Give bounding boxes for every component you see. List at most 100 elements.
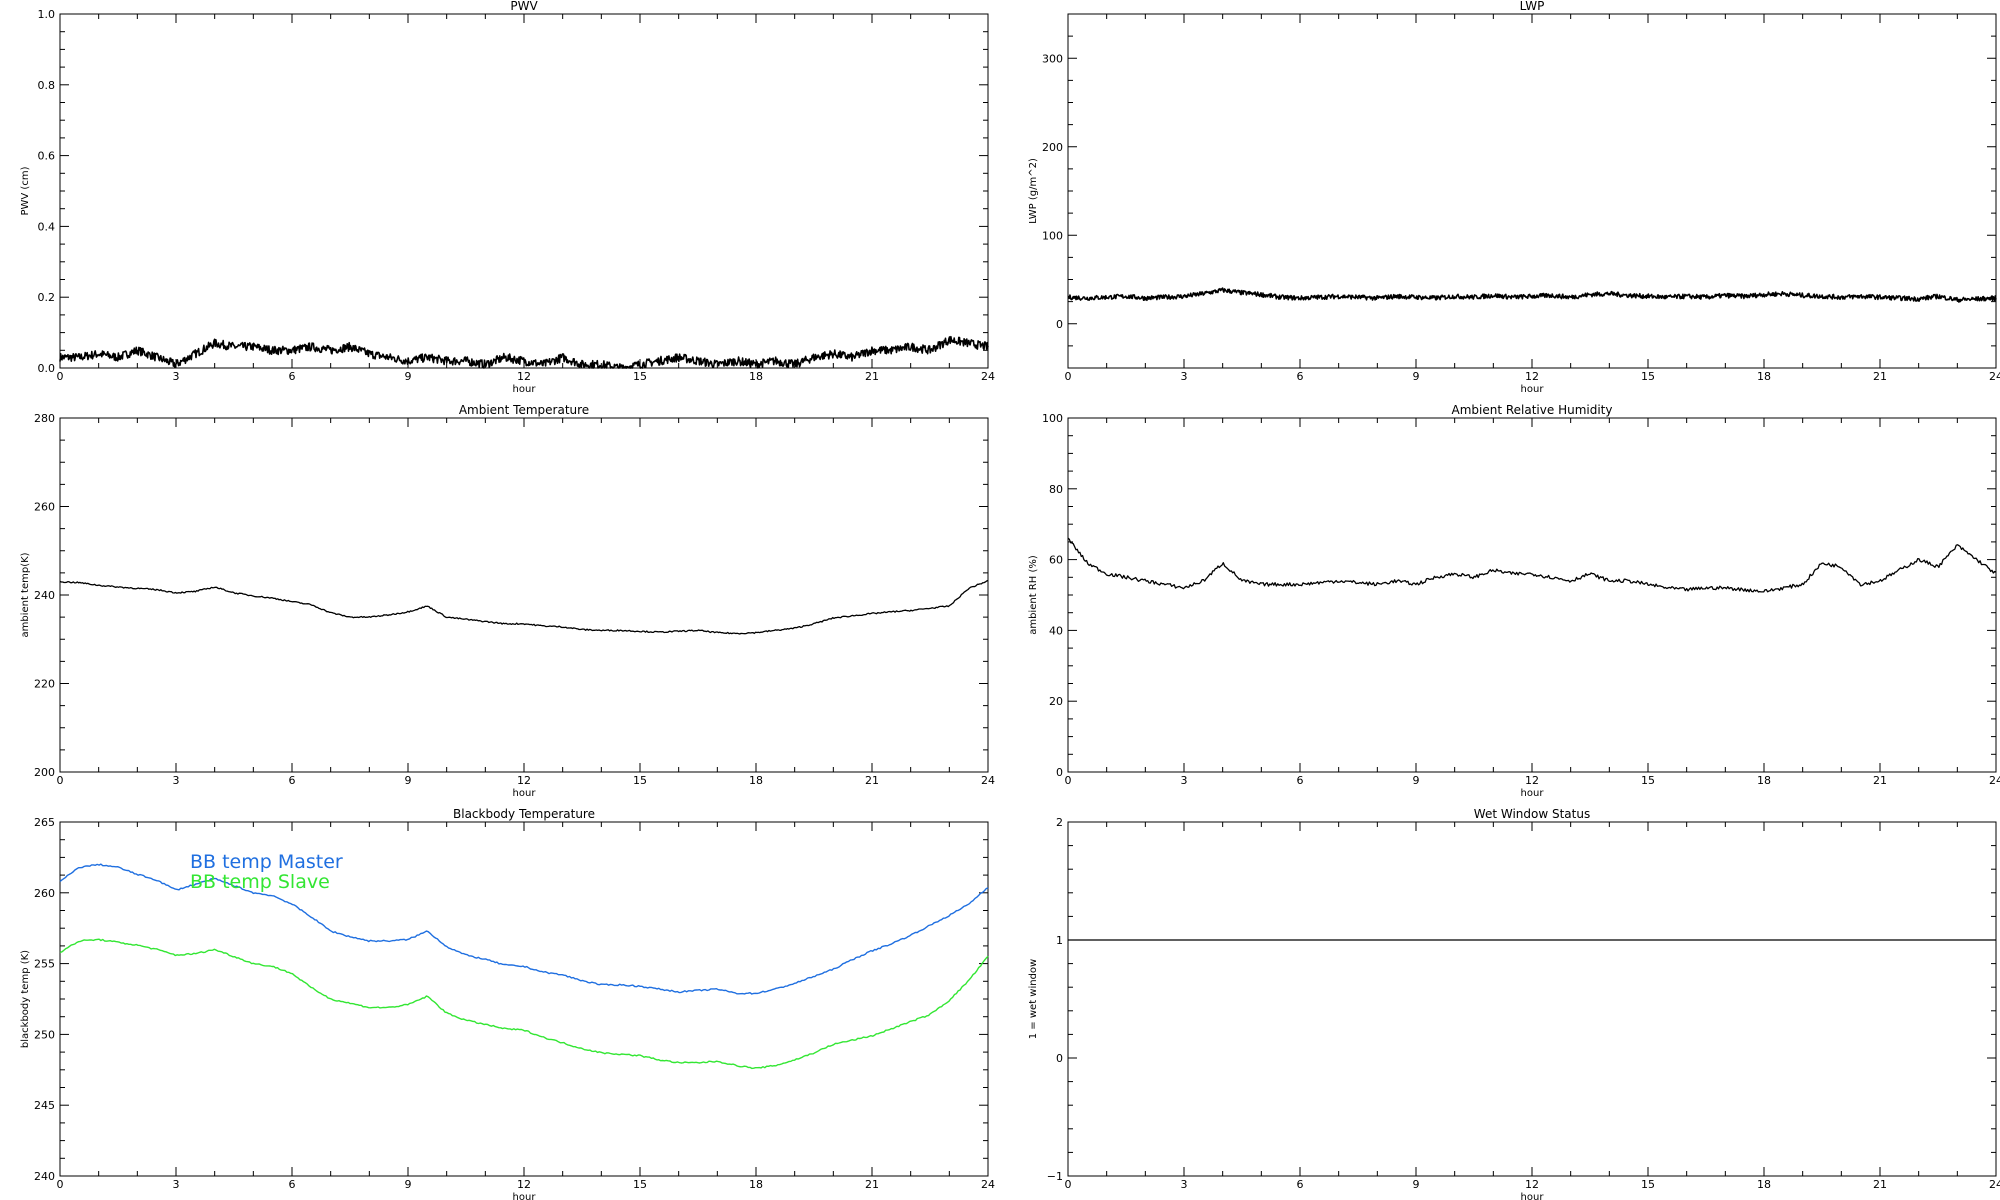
x-tick-label: 18 [749, 774, 763, 787]
x-tick-label: 0 [1065, 1178, 1072, 1191]
x-tick-label: 18 [1757, 370, 1771, 383]
chart-panel-lwp: LWP 0 3 6 9 12 15 18 21 24 0 100 200 300 hour LWP (g/m^… [1028, 0, 2000, 395]
y-tick-label: 260 [34, 887, 55, 900]
x-tick-label: 21 [865, 370, 879, 383]
x-tick-label: 3 [1181, 370, 1188, 383]
legend-entry-bb-temp-slave: BB temp Slave [190, 871, 330, 893]
x-tick-label: 24 [1989, 370, 2000, 383]
x-tick-label: 15 [1641, 370, 1655, 383]
y-tick-label: 100 [1042, 412, 1063, 425]
x-tick-label: 21 [1873, 370, 1887, 383]
chart-panel-ambient-temperature: Ambient Temperature 0 3 6 9 12 15 18 21 24 200 220 2… [20, 403, 995, 799]
chart-panel-pwv: PWV 0 3 6 9 12 15 18 21 24 0.0 0.2 0.4 0.6 0.8 1.0 hour P… [20, 0, 995, 395]
x-tick-label: 12 [517, 774, 531, 787]
y-tick-label: 0 [1056, 766, 1063, 779]
y-tick-label: 0.0 [38, 362, 56, 375]
x-tick-label: 24 [981, 370, 995, 383]
x-tick-label: 3 [173, 1178, 180, 1191]
plot-frame [59, 13, 989, 369]
y-tick-label: 0.8 [38, 79, 56, 92]
x-tick-label: 6 [1297, 1178, 1304, 1191]
y-tick-label: 60 [1049, 554, 1063, 567]
x-tick-label: 12 [517, 370, 531, 383]
x-tick-label: 21 [865, 774, 879, 787]
y-tick-label: 0.6 [38, 150, 56, 163]
y-tick-label: 0.4 [38, 220, 56, 233]
x-tick-label: 9 [405, 774, 412, 787]
x-tick-label: 3 [173, 370, 180, 383]
y-axis-label: ambient RH (%) [1028, 555, 1039, 635]
x-tick-label: 3 [1181, 774, 1188, 787]
y-tick-label: 20 [1049, 695, 1063, 708]
series-line [59, 335, 989, 369]
y-axis-label: PWV (cm) [20, 166, 31, 215]
plot-frame [1067, 821, 1997, 1177]
x-tick-label: 15 [1641, 1178, 1655, 1191]
x-tick-label: 12 [1525, 1178, 1539, 1191]
x-tick-label: 9 [1413, 1178, 1420, 1191]
x-tick-label: 24 [981, 1178, 995, 1191]
y-tick-label: 200 [34, 766, 55, 779]
chart-title: Wet Window Status [1474, 807, 1590, 821]
y-tick-label: 220 [34, 678, 55, 691]
y-tick-label: 100 [1042, 229, 1063, 242]
chart-panel-blackbody-temperature: Blackbody Temperature 0 3 6 9 12 15 18 21 24 240 24… [20, 807, 995, 1200]
x-tick-label: 24 [981, 774, 995, 787]
y-tick-label: 240 [34, 589, 55, 602]
y-tick-label: 80 [1049, 483, 1063, 496]
y-tick-label: 200 [1042, 141, 1063, 154]
x-tick-label: 9 [1413, 370, 1420, 383]
x-tick-label: 0 [1065, 774, 1072, 787]
series-line-bb-temp-slave [59, 938, 989, 1070]
series-line-bb-temp-master [59, 863, 989, 995]
y-tick-label: −1 [1047, 1170, 1063, 1183]
x-tick-label: 6 [289, 370, 296, 383]
chart-title: PWV [510, 0, 538, 13]
x-tick-label: 21 [1873, 1178, 1887, 1191]
y-tick-label: 255 [34, 958, 55, 971]
chart-title: Blackbody Temperature [453, 807, 595, 821]
x-tick-label: 9 [405, 370, 412, 383]
x-axis-label: hour [1521, 1192, 1545, 1200]
x-tick-label: 9 [405, 1178, 412, 1191]
series-line [1067, 287, 1997, 303]
x-tick-label: 6 [1297, 370, 1304, 383]
chart-title: Ambient Temperature [459, 403, 589, 417]
y-tick-label: 260 [34, 501, 55, 514]
x-tick-label: 12 [1525, 774, 1539, 787]
chart-title: Ambient Relative Humidity [1452, 403, 1613, 417]
y-tick-label: 0.2 [38, 291, 56, 304]
y-tick-label: 300 [1042, 52, 1063, 65]
x-axis-label: hour [513, 384, 537, 395]
chart-panel-ambient-relative-humidity: Ambient Relative Humidity 0 3 6 9 12 15 18 21 24 0… [1028, 403, 2000, 799]
x-axis-label: hour [513, 788, 537, 799]
y-tick-label: 240 [34, 1170, 55, 1183]
y-tick-label: 40 [1049, 624, 1063, 637]
series-line [59, 579, 989, 635]
x-tick-label: 18 [749, 1178, 763, 1191]
y-tick-label: 250 [34, 1028, 55, 1041]
x-tick-label: 6 [1297, 774, 1304, 787]
x-tick-label: 15 [1641, 774, 1655, 787]
x-tick-label: 0 [1065, 370, 1072, 383]
y-tick-label: 1 [1056, 934, 1063, 947]
chart-title: LWP [1520, 0, 1545, 13]
x-tick-label: 3 [173, 774, 180, 787]
plot-frame [59, 417, 989, 773]
x-tick-label: 0 [57, 774, 64, 787]
x-tick-label: 24 [1989, 774, 2000, 787]
y-tick-label: 265 [34, 816, 55, 829]
x-tick-label: 0 [57, 370, 64, 383]
x-tick-label: 21 [865, 1178, 879, 1191]
x-axis-label: hour [1521, 788, 1545, 799]
x-tick-label: 12 [1525, 370, 1539, 383]
x-axis-label: hour [513, 1192, 537, 1200]
x-tick-label: 6 [289, 774, 296, 787]
x-tick-label: 24 [1989, 1178, 2000, 1191]
x-tick-label: 15 [633, 370, 647, 383]
x-tick-label: 3 [1181, 1178, 1188, 1191]
x-tick-label: 15 [633, 1178, 647, 1191]
y-axis-label: LWP (g/m^2) [1028, 158, 1039, 224]
x-tick-label: 15 [633, 774, 647, 787]
